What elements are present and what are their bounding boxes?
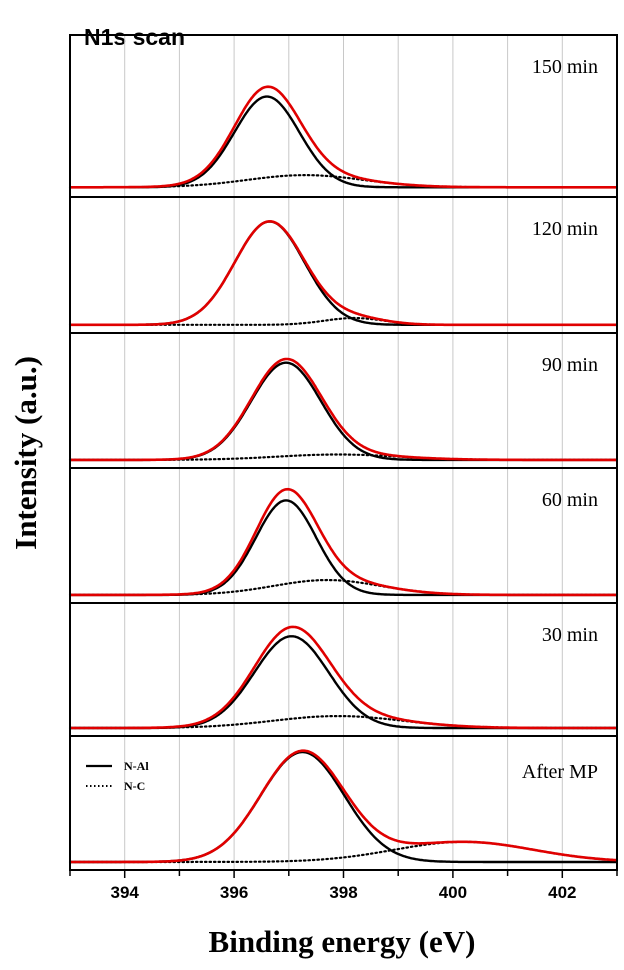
panel-label: 30 min	[542, 624, 598, 646]
panel-label: 120 min	[532, 218, 598, 240]
y-axis-label: Intensity (a.u.)	[8, 356, 43, 550]
series-envelope	[70, 625, 617, 730]
panel-label: After MP	[522, 761, 598, 783]
panel-60-min: 60 min	[68, 467, 619, 604]
x-tick-label: 394	[111, 883, 140, 902]
chart-title: N1s scan	[84, 24, 185, 50]
series-envelope	[70, 749, 618, 864]
series-envelope	[70, 220, 617, 327]
panel-label: 60 min	[542, 489, 598, 511]
panel-30-min: 30 min	[68, 602, 619, 737]
x-tick-label: 396	[220, 883, 248, 902]
panel-after-mp: After MP	[68, 735, 619, 871]
panel-150-min: 150 min	[68, 34, 619, 198]
legend-label: N-C	[124, 779, 145, 793]
panel-120-min: 120 min	[68, 196, 619, 334]
series-envelope	[70, 487, 617, 597]
x-tick-label: 402	[548, 883, 576, 902]
panel-90-min: 90 min	[68, 332, 619, 469]
x-tick-label: 398	[329, 883, 357, 902]
series-envelope	[70, 357, 617, 462]
series-envelope	[70, 85, 617, 189]
panel-label: 150 min	[532, 56, 598, 78]
legend-label: N-Al	[124, 759, 149, 773]
panel-label: 90 min	[542, 354, 598, 376]
x-tick-label: 400	[439, 883, 467, 902]
x-axis-label: Binding energy (eV)	[209, 924, 476, 959]
legend: N-Al N-C	[86, 759, 149, 793]
